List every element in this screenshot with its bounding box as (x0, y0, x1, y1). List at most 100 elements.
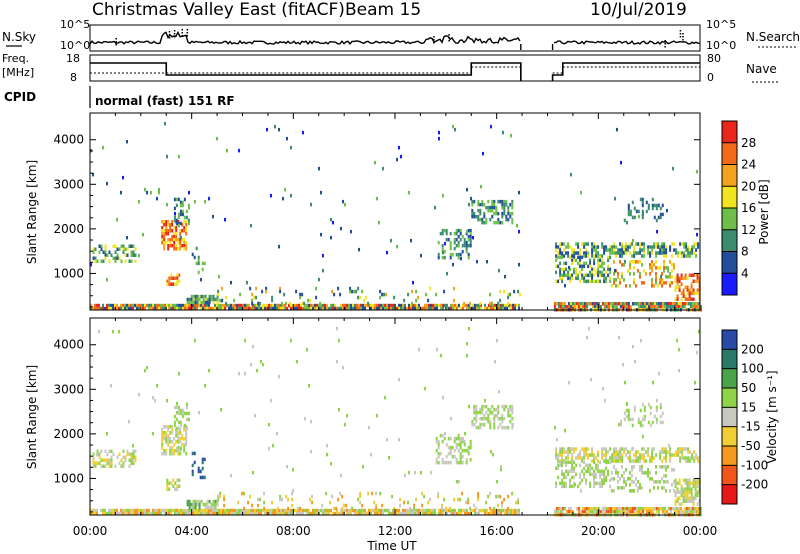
echo-cell (160, 508, 162, 513)
echo-cell (511, 404, 514, 409)
echo-cell (680, 291, 683, 295)
echo-cell (613, 305, 616, 309)
echo-cell (609, 276, 612, 281)
echo-cell (567, 450, 570, 454)
echo-cell (692, 496, 695, 500)
echo-cell (692, 499, 695, 503)
echo-cell (689, 456, 692, 460)
echo-cell (173, 218, 176, 223)
echo-cell (152, 508, 154, 513)
echo-cell (216, 294, 219, 299)
echo-cell (619, 260, 621, 264)
echo-cell (436, 306, 438, 311)
echo-cell (597, 463, 600, 468)
echo-cell (177, 197, 180, 202)
echo-cell (459, 442, 462, 447)
echo-cell (579, 453, 582, 457)
echo-cell (188, 499, 191, 504)
echo-cell (176, 306, 178, 311)
echo-cell (427, 500, 430, 505)
echo-cell (632, 238, 634, 243)
echo-cell (506, 508, 508, 513)
echo-cell (599, 460, 602, 465)
echo-cell (504, 508, 506, 513)
echo-cell (218, 303, 220, 308)
echo-cell (173, 226, 176, 230)
echo-cell (487, 407, 490, 412)
echo-cell (497, 217, 500, 222)
echo-cell (427, 298, 430, 303)
echo-cell (557, 302, 560, 306)
echo-cell (585, 302, 588, 306)
echo-cell (637, 450, 640, 454)
echo-cell (453, 240, 456, 245)
echo-cell (324, 306, 326, 311)
echo-cell (567, 510, 570, 514)
echo-cell (201, 460, 204, 465)
echo-cell (471, 419, 474, 424)
echo-cell (194, 306, 196, 311)
echo-cell (660, 274, 662, 279)
echo-cell (678, 481, 681, 485)
echo-cell (98, 461, 101, 465)
echo-cell (665, 245, 668, 249)
echo-cell (412, 511, 414, 516)
echo-cell (198, 294, 201, 299)
echo-cell (346, 306, 348, 311)
echo-cell (179, 200, 182, 205)
echo-cell (643, 459, 646, 463)
echo-cell (194, 294, 197, 299)
echo-cell (619, 507, 622, 511)
echo-cell (336, 508, 338, 513)
echo-cell (415, 298, 418, 303)
echo-cell (603, 305, 606, 309)
echo-cell (179, 232, 182, 236)
echo-cell (414, 508, 416, 513)
echo-cell (681, 456, 684, 460)
echo-cell (92, 250, 95, 254)
echo-cell (295, 289, 298, 294)
echo-cell (693, 459, 696, 463)
echo-cell (346, 508, 348, 513)
echo-cell (682, 291, 685, 295)
echo-cell (565, 245, 568, 249)
echo-cell (481, 416, 484, 421)
echo-cell (443, 436, 446, 441)
echo-cell (469, 234, 472, 239)
echo-cell (575, 456, 578, 460)
echo-cell (641, 456, 644, 460)
echo-cell (641, 402, 644, 407)
echo-cell (467, 445, 470, 450)
echo-cell (478, 303, 480, 308)
echo-cell (454, 511, 456, 516)
echo-cell (172, 478, 175, 482)
echo-cell (174, 303, 176, 308)
echo-cell (595, 463, 598, 468)
echo-cell (651, 278, 653, 282)
echo-cell (583, 254, 586, 258)
echo-cell (180, 235, 182, 240)
echo-cell (312, 511, 314, 516)
echo-cell (693, 245, 696, 249)
echo-cell (633, 254, 636, 258)
echo-cell (605, 510, 608, 514)
echo-cell (358, 508, 360, 513)
echo-cell (475, 413, 478, 418)
echo-cell (130, 458, 133, 462)
echo-cell (491, 410, 494, 415)
echo-cell (181, 238, 184, 242)
echo-cell (494, 303, 496, 308)
echo-cell (422, 511, 424, 516)
echo-cell (112, 256, 115, 260)
echo-cell (92, 172, 94, 177)
echo-cell (392, 508, 394, 513)
echo-cell (609, 245, 612, 249)
echo-cell (480, 306, 482, 311)
echo-cell (601, 484, 604, 489)
echo-cell (455, 436, 458, 441)
echo-cell (573, 305, 576, 309)
echo-cell (493, 422, 496, 427)
echo-cell (637, 480, 639, 484)
echo-cell (166, 481, 169, 485)
echo-cell (587, 463, 590, 468)
